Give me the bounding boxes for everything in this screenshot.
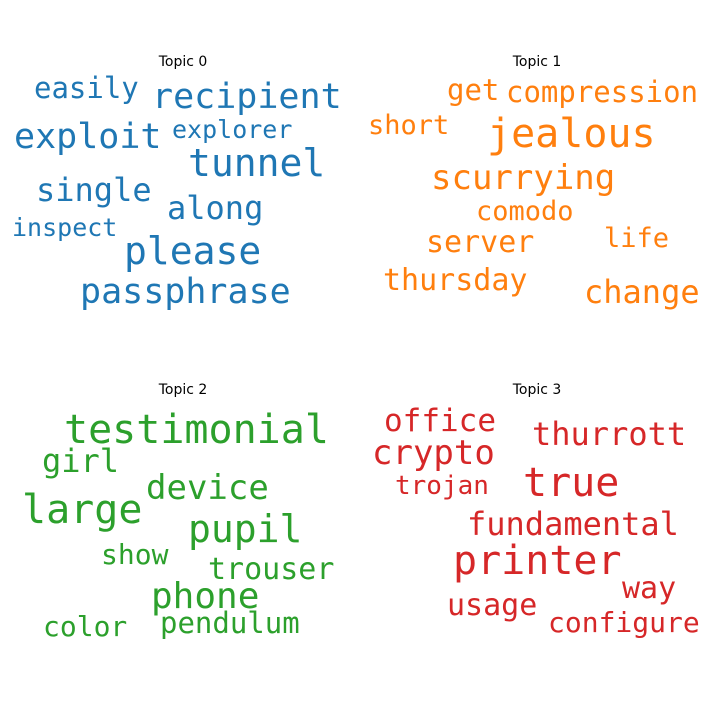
word-true: true — [523, 460, 619, 506]
word-thurrott: thurrott — [532, 415, 686, 453]
word-recipient: recipient — [152, 77, 342, 117]
word-pupil: pupil — [188, 507, 302, 551]
word-inspect: inspect — [12, 213, 117, 242]
panel-title: Topic 3 — [512, 382, 562, 398]
word-testimonial: testimonial — [64, 407, 329, 453]
word-trouser: trouser — [208, 552, 334, 587]
word-single: single — [36, 171, 152, 209]
word-server: server — [426, 225, 534, 260]
word-compression: compression — [506, 75, 698, 109]
word-get: get — [447, 73, 499, 107]
word-change: change — [584, 273, 700, 311]
word-configure: configure — [548, 606, 700, 639]
word-jealous: jealous — [487, 111, 656, 157]
word-printer: printer — [453, 538, 622, 584]
panel-title: Topic 1 — [512, 54, 562, 70]
word-short: short — [368, 110, 449, 141]
word-please: please — [124, 229, 261, 273]
word-way: way — [622, 571, 676, 606]
word-passphrase: passphrase — [80, 272, 291, 312]
word-office: office — [384, 403, 496, 439]
word-thursday: thursday — [383, 263, 528, 298]
word-along: along — [167, 189, 263, 227]
word-device: device — [146, 468, 269, 508]
word-large: large — [22, 487, 142, 533]
word-usage: usage — [447, 588, 537, 623]
word-easily: easily — [34, 71, 139, 105]
word-color: color — [43, 610, 127, 643]
word-explorer: explorer — [172, 115, 292, 144]
word-phone: phone — [151, 576, 259, 617]
panel-title: Topic 0 — [158, 54, 208, 70]
word-girl: girl — [42, 442, 119, 480]
panel-title: Topic 2 — [158, 382, 208, 398]
word-scurrying: scurrying — [431, 158, 615, 198]
word-exploit: exploit — [14, 117, 162, 157]
word-show: show — [101, 538, 169, 571]
word-fundamental: fundamental — [467, 505, 679, 543]
word-crypto: crypto — [372, 433, 495, 473]
word-comodo: comodo — [476, 196, 574, 227]
word-trojan: trojan — [395, 471, 489, 501]
word-pendulum: pendulum — [160, 606, 300, 640]
word-life: life — [604, 223, 669, 254]
wordcloud-panel-topic-1: Topic 1 get compression short jealousscurry… — [368, 54, 700, 311]
word-tunnel: tunnel — [188, 141, 325, 185]
